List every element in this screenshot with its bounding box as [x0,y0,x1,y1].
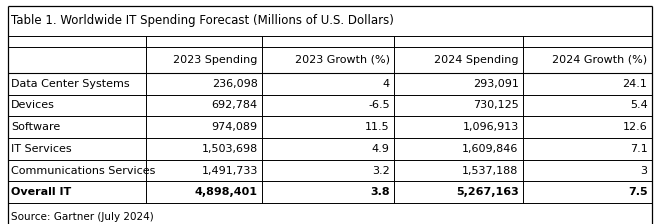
Text: 3.2: 3.2 [372,166,390,176]
Text: Table 1. Worldwide IT Spending Forecast (Millions of U.S. Dollars): Table 1. Worldwide IT Spending Forecast … [11,14,394,27]
Text: Devices: Devices [11,100,55,110]
Text: 5,267,163: 5,267,163 [456,187,519,197]
Text: IT Services: IT Services [11,144,72,154]
Text: 2024 Spending: 2024 Spending [434,55,519,65]
Text: 730,125: 730,125 [473,100,519,110]
Text: 4,898,401: 4,898,401 [195,187,258,197]
Text: 1,096,913: 1,096,913 [463,122,519,132]
Text: 5.4: 5.4 [630,100,647,110]
Text: 2023 Spending: 2023 Spending [174,55,258,65]
Text: 12.6: 12.6 [623,122,647,132]
Text: 236,098: 236,098 [212,79,258,89]
Text: 4.9: 4.9 [372,144,390,154]
Text: 293,091: 293,091 [473,79,519,89]
Text: 2024 Growth (%): 2024 Growth (%) [552,55,647,65]
Text: Communications Services: Communications Services [11,166,156,176]
Text: Software: Software [11,122,61,132]
Text: 1,491,733: 1,491,733 [201,166,258,176]
Text: 1,609,846: 1,609,846 [462,144,519,154]
Text: 1,503,698: 1,503,698 [201,144,258,154]
Text: -6.5: -6.5 [368,100,390,110]
Text: 7.1: 7.1 [630,144,647,154]
Text: Data Center Systems: Data Center Systems [11,79,130,89]
Text: 974,089: 974,089 [212,122,258,132]
Text: 692,784: 692,784 [212,100,258,110]
Text: 2023 Growth (%): 2023 Growth (%) [295,55,390,65]
Text: 1,537,188: 1,537,188 [462,166,519,176]
Text: Source: Gartner (July 2024): Source: Gartner (July 2024) [11,212,154,222]
Text: 24.1: 24.1 [622,79,647,89]
Text: 4: 4 [383,79,390,89]
Text: 3: 3 [640,166,647,176]
Text: Overall IT: Overall IT [11,187,71,197]
Text: 3.8: 3.8 [370,187,390,197]
Text: 11.5: 11.5 [365,122,390,132]
Text: 7.5: 7.5 [628,187,647,197]
